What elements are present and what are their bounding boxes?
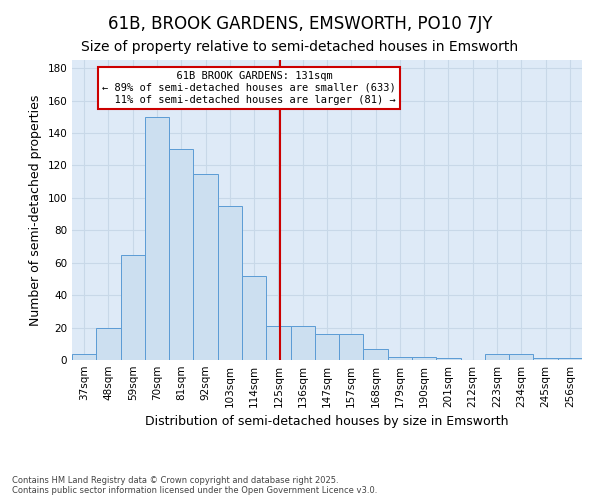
Bar — [72, 354, 96, 360]
Bar — [533, 358, 558, 360]
Bar — [412, 357, 436, 360]
X-axis label: Distribution of semi-detached houses by size in Emsworth: Distribution of semi-detached houses by … — [145, 416, 509, 428]
Bar — [388, 357, 412, 360]
Text: 61B BROOK GARDENS: 131sqm
← 89% of semi-detached houses are smaller (633)
  11% : 61B BROOK GARDENS: 131sqm ← 89% of semi-… — [102, 72, 395, 104]
Bar — [436, 358, 461, 360]
Bar — [145, 117, 169, 360]
Bar — [364, 348, 388, 360]
Bar — [169, 149, 193, 360]
Text: Size of property relative to semi-detached houses in Emsworth: Size of property relative to semi-detach… — [82, 40, 518, 54]
Y-axis label: Number of semi-detached properties: Number of semi-detached properties — [29, 94, 42, 326]
Bar — [509, 354, 533, 360]
Text: Contains HM Land Registry data © Crown copyright and database right 2025.
Contai: Contains HM Land Registry data © Crown c… — [12, 476, 377, 495]
Bar — [242, 276, 266, 360]
Bar — [266, 326, 290, 360]
Bar — [96, 328, 121, 360]
Bar — [193, 174, 218, 360]
Bar — [218, 206, 242, 360]
Bar — [290, 326, 315, 360]
Bar — [339, 334, 364, 360]
Bar — [121, 254, 145, 360]
Bar — [315, 334, 339, 360]
Bar — [558, 358, 582, 360]
Bar — [485, 354, 509, 360]
Text: 61B, BROOK GARDENS, EMSWORTH, PO10 7JY: 61B, BROOK GARDENS, EMSWORTH, PO10 7JY — [108, 15, 492, 33]
